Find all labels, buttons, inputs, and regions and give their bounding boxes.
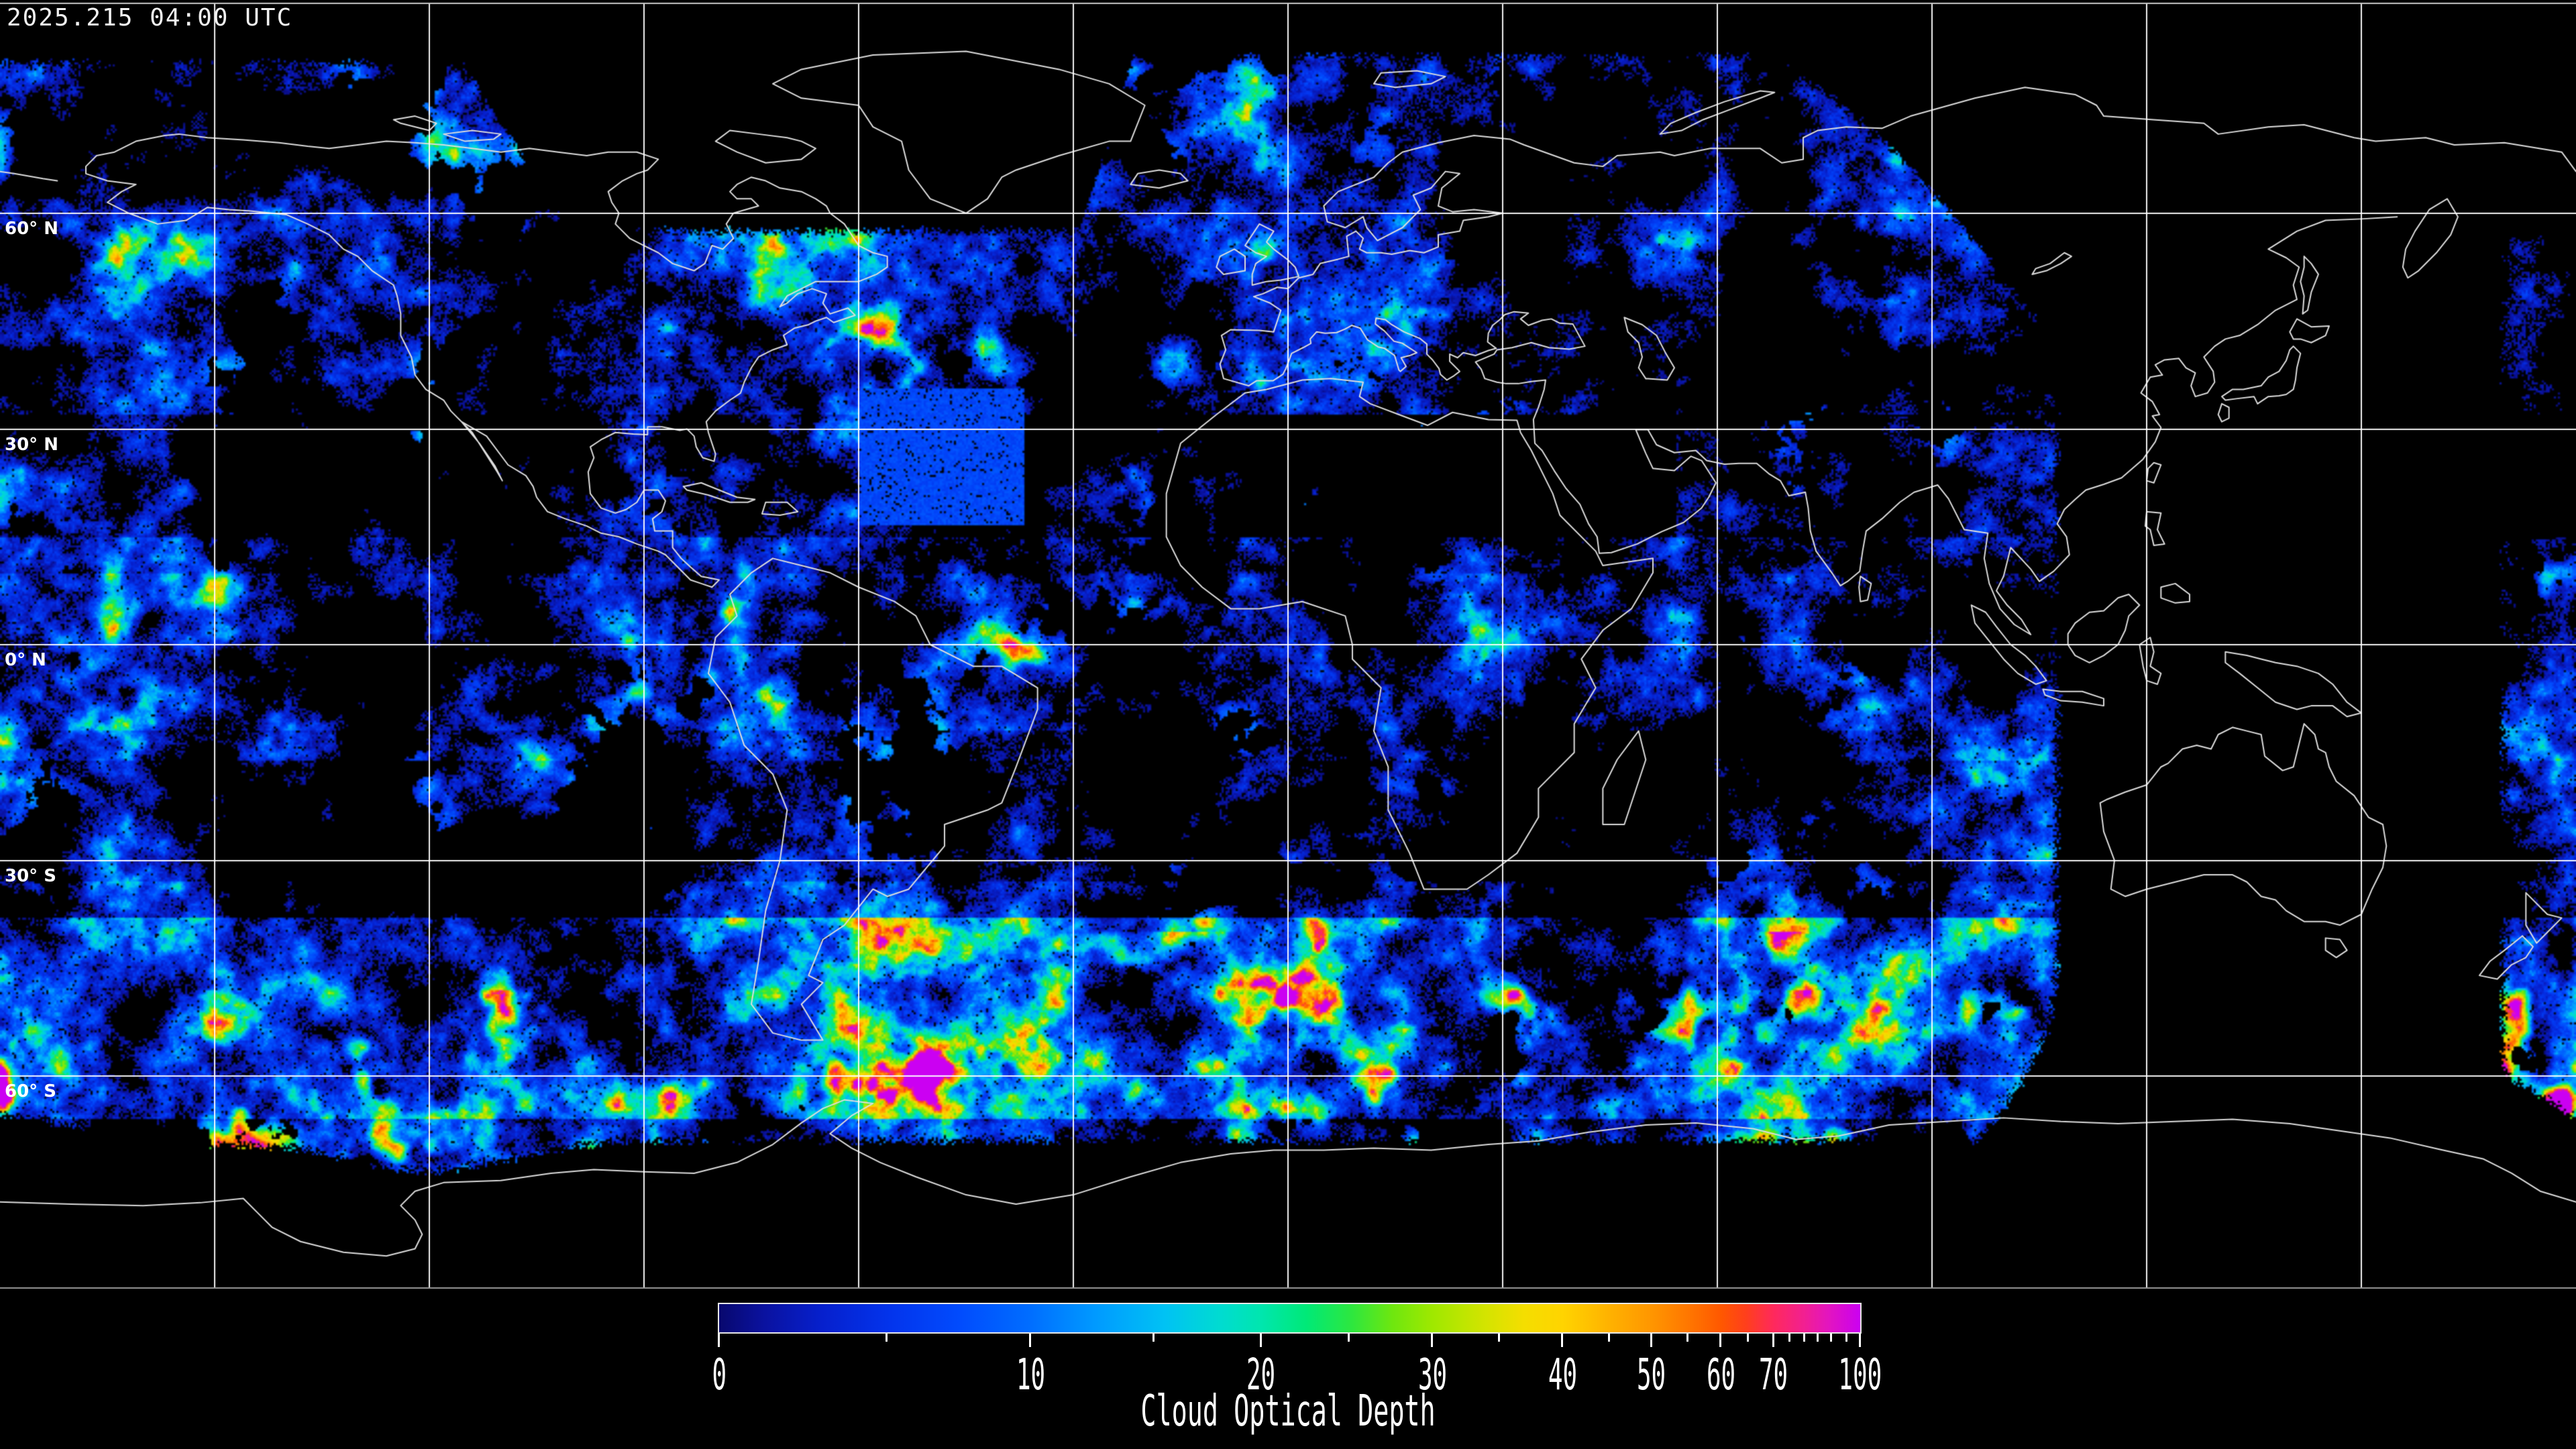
colorbar-tick-label-text: 30 (1417, 1350, 1447, 1400)
colorbar-tick-label: 100 (1780, 1354, 1941, 1397)
colorbar-tick-label: 10 (950, 1354, 1111, 1397)
colorbar-tick-label: 30 (1352, 1354, 1513, 1397)
colorbar-minor-tick (1830, 1334, 1833, 1342)
colorbar-major-tick (1561, 1334, 1564, 1347)
colorbar-minor-tick (1607, 1334, 1610, 1342)
colorbar-major-tick (1259, 1334, 1262, 1347)
colorbar-gradient (718, 1303, 1862, 1334)
colorbar-tick-label-text: 0 (712, 1350, 727, 1400)
colorbar-tick-label-text: 10 (1016, 1350, 1045, 1400)
colorbar-minor-tick (1747, 1334, 1750, 1342)
colorbar-title-text: Cloud Optical Depth (1140, 1387, 1436, 1436)
colorbar-tick-label: 40 (1482, 1354, 1643, 1397)
colorbar-major-tick (1029, 1334, 1032, 1347)
colorbar-major-tick (1650, 1334, 1652, 1347)
colorbar-tick-label-text: 20 (1246, 1350, 1276, 1400)
colorbar-tick-label: 60 (1640, 1354, 1801, 1397)
colorbar-tick-label: 50 (1571, 1354, 1732, 1397)
colorbar-tick-label: 70 (1693, 1354, 1854, 1397)
colorbar-tick-label-text: 60 (1706, 1350, 1736, 1400)
colorbar-minor-tick (1347, 1334, 1350, 1342)
colorbar-major-tick (718, 1334, 720, 1347)
colorbar-tick-label: 20 (1181, 1354, 1342, 1397)
latitude-label: 0° N (5, 650, 46, 670)
colorbar-minor-tick (1686, 1334, 1689, 1342)
latitude-label: 60° S (5, 1081, 56, 1102)
timestamp-label: 2025.215 04:00 UTC (7, 4, 293, 32)
colorbar-minor-tick (1817, 1334, 1819, 1342)
colorbar-minor-tick (1803, 1334, 1805, 1342)
colorbar-major-tick (1859, 1334, 1861, 1347)
colorbar-tick-label-text: 40 (1548, 1350, 1577, 1400)
colorbar-minor-tick (1152, 1334, 1155, 1342)
colorbar-minor-tick (1845, 1334, 1847, 1342)
colorbar-tick-label: 0 (639, 1354, 800, 1397)
colorbar-major-tick (1431, 1334, 1434, 1347)
colorbar-tick-label-text: 100 (1838, 1350, 1882, 1400)
colorbar-major-tick (1772, 1334, 1774, 1347)
colorbar-minor-tick (885, 1334, 888, 1342)
colorbar-minor-tick (1788, 1334, 1790, 1342)
colorbar-major-tick (1719, 1334, 1722, 1347)
colorbar-tick-label-text: 70 (1759, 1350, 1788, 1400)
colorbar-minor-tick (1498, 1334, 1501, 1342)
latitude-label: 30° S (5, 866, 56, 886)
latitude-label: 30° N (5, 435, 58, 455)
colorbar-title: Cloud Optical Depth (886, 1390, 1691, 1433)
latitude-label: 60° N (5, 219, 58, 239)
colorbar-tick-label-text: 50 (1637, 1350, 1666, 1400)
